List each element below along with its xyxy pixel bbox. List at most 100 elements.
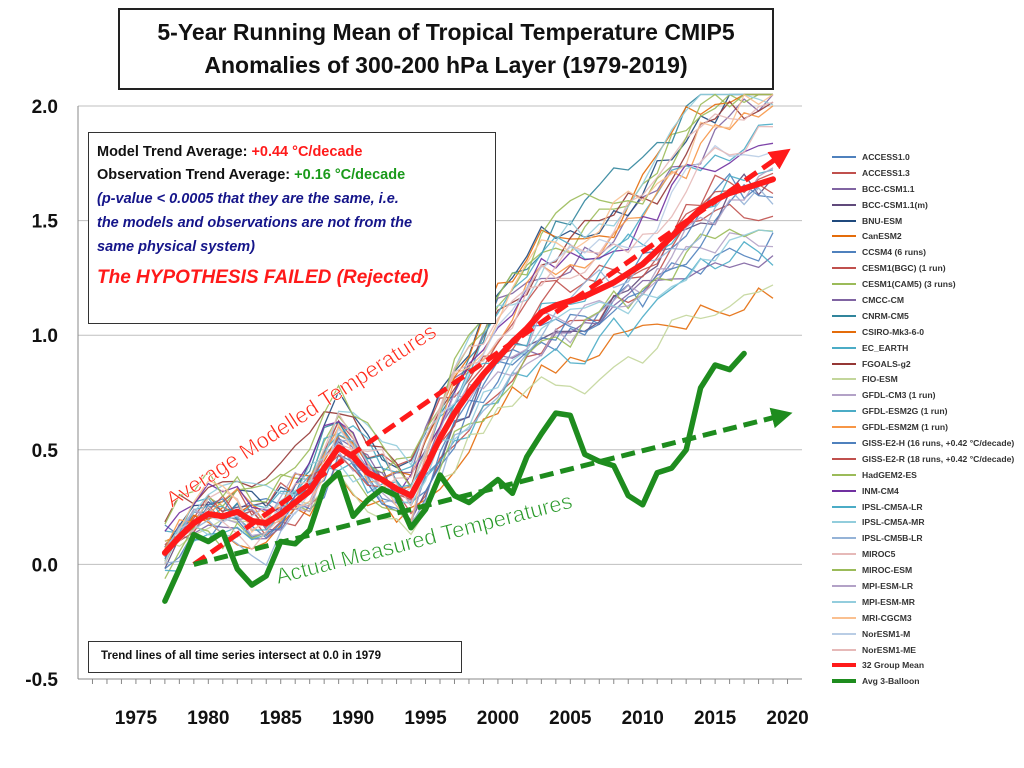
- legend-swatch: [832, 410, 856, 413]
- legend-label: ACCESS1.0: [862, 151, 910, 162]
- model-run-line: [164, 169, 774, 572]
- legend-item: FIO-ESM: [832, 371, 1024, 387]
- legend-label: MIROC5: [862, 549, 896, 560]
- legend-item: MPI-ESM-LR: [832, 578, 1024, 594]
- model-run-line: [164, 167, 774, 552]
- legend-swatch: [832, 155, 856, 158]
- legend-swatch: [832, 267, 856, 270]
- legend-swatch: [832, 600, 856, 603]
- x-tick-label: 1975: [115, 708, 158, 729]
- legend-item: BCC-CSM1.1(m): [832, 197, 1024, 213]
- legend-swatch: [832, 251, 856, 254]
- pvalue-line-3: same physical system): [97, 239, 255, 255]
- legend-swatch: [832, 330, 856, 333]
- legend-item: 32 Group Mean: [832, 658, 1024, 674]
- legend-label: FIO-ESM: [862, 374, 898, 385]
- legend-swatch: [832, 298, 856, 301]
- legend-label: BCC-CSM1.1: [862, 183, 915, 194]
- legend-label: CESM1(CAM5) (3 runs): [862, 279, 956, 290]
- legend-label: MPI-ESM-LR: [862, 580, 914, 591]
- legend-label: IPSL-CM5A-MR: [862, 517, 925, 528]
- obs-trend-label: Observation Trend Average:: [97, 167, 295, 183]
- legend-swatch: [832, 537, 856, 540]
- legend-item: CNRM-CM5: [832, 308, 1024, 324]
- legend-label: GFDL-ESM2G (1 run): [862, 406, 948, 417]
- legend-item: CCSM4 (6 runs): [832, 244, 1024, 260]
- legend-item: CESM1(CAM5) (3 runs): [832, 276, 1024, 292]
- legend-label: EC_EARTH: [862, 342, 909, 353]
- legend-label: GISS-E2-H (16 runs, +0.42 °C/decade): [862, 437, 1015, 448]
- model-run-line: [164, 93, 774, 552]
- legend-label: CESM1(BGC) (1 run): [862, 263, 946, 274]
- legend-item: Avg 3-Balloon: [832, 673, 1024, 689]
- x-tick-label: 2000: [477, 708, 519, 729]
- y-tick-label: 1.0: [32, 326, 58, 347]
- legend-swatch: [832, 362, 856, 365]
- legend-item: NorESM1-ME: [832, 642, 1024, 658]
- legend-swatch: [832, 648, 856, 651]
- obs-trend-value: +0.16 °C/decade: [294, 167, 406, 183]
- legend-item: CSIRO-Mk3-6-0: [832, 324, 1024, 340]
- legend-item: BCC-CSM1.1: [832, 181, 1024, 197]
- legend-item: MPI-ESM-MR: [832, 594, 1024, 610]
- x-tick-label: 1985: [260, 708, 303, 729]
- title-line-2: Anomalies of 300-200 hPa Layer (1979-201…: [204, 52, 688, 78]
- legend-item: BNU-ESM: [832, 213, 1024, 229]
- legend-label: GISS-E2-R (18 runs, +0.42 °C/decade): [862, 453, 1015, 464]
- legend-swatch: [832, 489, 856, 492]
- legend-label: MIROC-ESM: [862, 565, 913, 576]
- legend-label: ACCESS1.3: [862, 167, 910, 178]
- legend-item: NorESM1-M: [832, 626, 1024, 642]
- legend-label: MPI-ESM-MR: [862, 596, 915, 607]
- legend-label: MRI-CGCM3: [862, 612, 912, 623]
- legend-item: MIROC5: [832, 546, 1024, 562]
- x-tick-label: 2020: [766, 708, 808, 729]
- legend-swatch: [832, 473, 856, 476]
- legend-swatch: [832, 632, 856, 635]
- model-trend-value: +0.44 °C/decade: [251, 144, 363, 160]
- legend-swatch: [832, 584, 856, 587]
- legend-item: IPSL-CM5A-LR: [832, 499, 1024, 515]
- model-run-line: [164, 93, 773, 525]
- legend-item: HadGEM2-ES: [832, 467, 1024, 483]
- legend-swatch: [832, 553, 856, 556]
- legend-item: IPSL-CM5B-LR: [832, 530, 1024, 546]
- legend-swatch: [832, 457, 856, 460]
- legend-item: CanESM2: [832, 228, 1024, 244]
- trend-note: Trend lines of all time series intersect…: [88, 641, 462, 673]
- legend-item: MIROC-ESM: [832, 562, 1024, 578]
- main-series: [161, 176, 776, 604]
- legend-label: NorESM1-M: [862, 628, 911, 639]
- legend-swatch: [832, 663, 856, 668]
- group-mean-line: [161, 176, 776, 556]
- legend-swatch: [832, 235, 856, 238]
- legend-swatch: [832, 283, 856, 286]
- legend-label: BCC-CSM1.1(m): [862, 199, 928, 210]
- legend-item: CESM1(BGC) (1 run): [832, 260, 1024, 276]
- legend: ACCESS1.0 ACCESS1.3 BCC-CSM1.1 BCC-CSM1.1(m…: [832, 149, 1024, 689]
- legend-swatch: [832, 505, 856, 508]
- legend-label: GFDL-ESM2M (1 run): [862, 422, 948, 433]
- legend-label: IPSL-CM5B-LR: [862, 533, 923, 544]
- model-run-line: [164, 93, 774, 564]
- model-trend-line: Model Trend Average: +0.44 °C/decade: [97, 141, 487, 164]
- legend-item: ACCESS1.3: [832, 165, 1024, 181]
- model-trend-label: Model Trend Average:: [97, 144, 252, 160]
- model-run-line: [164, 240, 774, 565]
- legend-swatch: [832, 616, 856, 619]
- legend-item: GISS-E2-R (18 runs, +0.42 °C/decade): [832, 451, 1024, 467]
- legend-label: INM-CM4: [862, 485, 899, 496]
- legend-label: BNU-ESM: [862, 215, 903, 226]
- legend-swatch: [832, 187, 856, 190]
- y-tick-label: 0.0: [32, 555, 58, 576]
- legend-label: CanESM2: [862, 231, 902, 242]
- legend-swatch: [832, 521, 856, 524]
- hypothesis-result: The HYPOTHESIS FAILED (Rejected): [97, 267, 429, 288]
- legend-item: GFDL-ESM2M (1 run): [832, 419, 1024, 435]
- legend-item: MRI-CGCM3: [832, 610, 1024, 626]
- legend-label: CSIRO-Mk3-6-0: [862, 326, 925, 337]
- legend-label: Avg 3-Balloon: [862, 676, 920, 687]
- legend-item: INM-CM4: [832, 483, 1024, 499]
- model-run-line: [164, 187, 774, 567]
